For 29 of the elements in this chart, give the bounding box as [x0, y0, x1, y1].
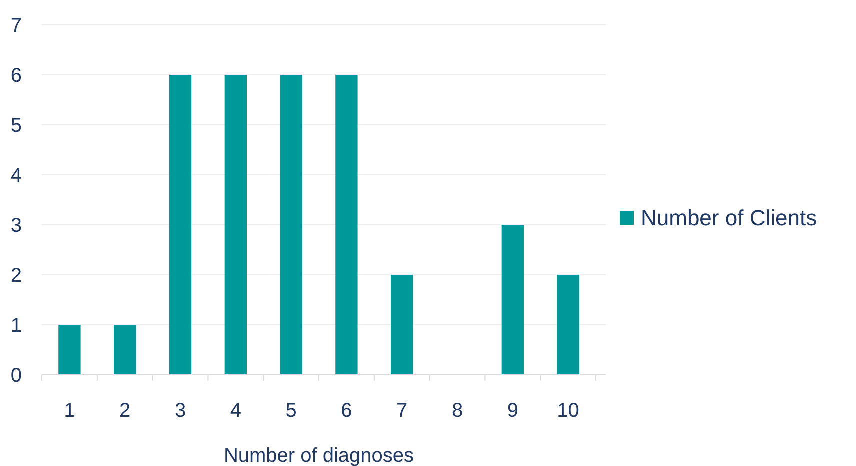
bar: [224, 75, 247, 375]
x-tick-label: 10: [557, 400, 580, 422]
x-tick-label: 5: [286, 400, 297, 422]
bar: [391, 275, 414, 375]
x-tick-label: 9: [507, 400, 518, 422]
x-tick-label: 1: [64, 400, 76, 422]
x-tick-label: 3: [174, 400, 186, 422]
y-tick-label: 0: [10, 365, 22, 387]
x-tick-label: 7: [396, 400, 408, 422]
bar: [114, 325, 136, 375]
y-tick-label: 1: [10, 315, 22, 337]
bar: [502, 225, 524, 375]
x-tick-label: 6: [341, 400, 352, 422]
bar: [557, 275, 580, 375]
y-tick-label: 5: [10, 115, 22, 137]
y-tick-label: 6: [10, 65, 22, 87]
y-tick-label: 3: [10, 215, 22, 237]
y-tick-label: 7: [10, 15, 22, 37]
x-tick-label: 4: [230, 400, 242, 422]
bar: [169, 75, 192, 375]
bar: [336, 75, 358, 375]
x-axis-title: Number of diagnoses: [224, 445, 414, 466]
bar: [280, 75, 302, 375]
legend-label: Number of Clients: [641, 206, 818, 231]
y-tick-label: 4: [10, 165, 22, 187]
x-tick-label: 8: [452, 400, 464, 422]
x-tick-label: 2: [120, 400, 131, 422]
y-tick-label: 2: [10, 265, 22, 287]
bar: [58, 325, 81, 375]
